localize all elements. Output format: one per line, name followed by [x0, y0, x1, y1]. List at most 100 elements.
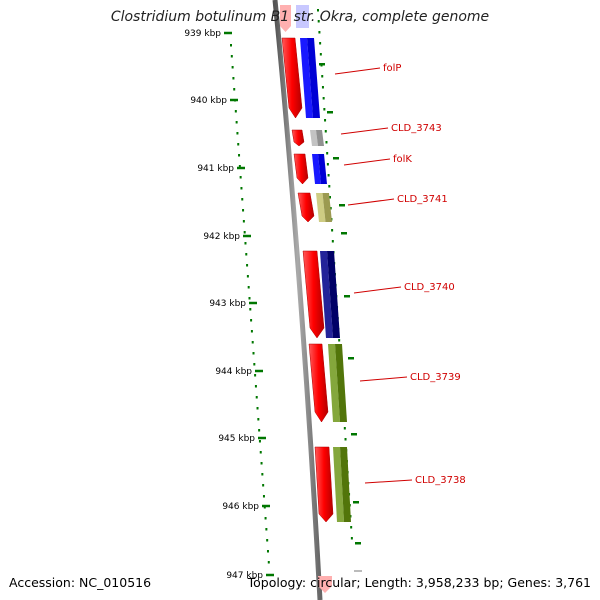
cog-bar[interactable] [310, 130, 318, 146]
track-dot [265, 528, 268, 531]
topology-text: Topology: circular; Length: 3,958,233 bp… [247, 575, 591, 590]
track-dot [233, 88, 236, 91]
kbp-tick-label: 942 kbp [203, 232, 240, 242]
cds-arrow[interactable] [314, 446, 334, 523]
cds-arrow[interactable] [297, 192, 315, 223]
track-dot [234, 110, 237, 113]
track-dot [327, 174, 330, 177]
partial-cds-top [280, 5, 291, 32]
kbp-tick-label: 947 kbp [226, 571, 263, 581]
track-dot [246, 264, 249, 267]
track-dash [353, 501, 359, 504]
gene-label[interactable]: folK [393, 154, 412, 165]
track-dot [331, 229, 334, 232]
track-dot [249, 308, 252, 311]
track-dot [240, 187, 243, 190]
track-dot [318, 31, 321, 34]
genome-title: Clostridium botulinum B1 str. Okra, comp… [110, 9, 490, 25]
track-dot [250, 330, 253, 333]
track-dot [254, 385, 257, 388]
track-dash [327, 111, 333, 114]
gene-label-leader [334, 67, 381, 75]
track-dot [260, 462, 263, 465]
track-dot [328, 196, 331, 199]
track-dash [333, 157, 339, 160]
track-dot [241, 198, 244, 201]
track-dot [319, 53, 322, 56]
cds-arrow[interactable] [281, 37, 303, 119]
track-dot [237, 143, 240, 146]
track-dot [257, 418, 260, 421]
track-dot [324, 130, 327, 133]
track-dot [244, 242, 247, 245]
track-dot [242, 220, 245, 223]
track-dot [238, 154, 241, 157]
track-dot [350, 526, 353, 529]
cog-bar[interactable] [320, 251, 333, 338]
track-dot [242, 209, 245, 212]
track-dot [317, 20, 320, 23]
track-dot [266, 539, 269, 542]
track-dot [350, 537, 353, 540]
kbp-tick-label: 943 kbp [209, 299, 246, 309]
track-dot [239, 176, 242, 179]
track-dot [266, 550, 269, 553]
gene-folp[interactable]: folP [281, 37, 401, 119]
cds-arrow[interactable] [293, 153, 309, 185]
track-dot [328, 185, 331, 188]
gene-cld_3741[interactable]: CLD_3741 [297, 192, 448, 223]
track-dot [259, 451, 262, 454]
track-dot [253, 363, 256, 366]
kbp-tick-label: 945 kbp [218, 434, 255, 444]
gene-label[interactable]: CLD_3740 [404, 282, 455, 293]
gene-label[interactable]: CLD_3741 [397, 194, 448, 205]
cog-bar[interactable] [328, 344, 340, 422]
cog-bar-shade [327, 251, 340, 338]
gene-label[interactable]: CLD_3738 [415, 475, 466, 486]
track-dot [329, 207, 332, 210]
track-dot [235, 121, 238, 124]
kbp-tick-label: 941 kbp [197, 164, 234, 174]
cds-arrow[interactable] [308, 343, 329, 423]
track-dot [319, 42, 322, 45]
track-dot [232, 77, 235, 80]
track-dash [319, 63, 325, 66]
track-dot [267, 561, 270, 564]
gene-label[interactable]: CLD_3739 [410, 372, 461, 383]
gene-label-leader [347, 198, 395, 206]
kbp-tick-label: 946 kbp [222, 502, 259, 512]
track-dot [248, 297, 251, 300]
cds-arrow[interactable] [291, 129, 305, 147]
track-dot [246, 275, 249, 278]
gene-cld_3740[interactable]: CLD_3740 [302, 250, 455, 339]
gene-cld_3738[interactable]: CLD_3738 [314, 446, 466, 523]
gene-label[interactable]: folP [383, 63, 401, 74]
track-dot [247, 286, 250, 289]
track-dot [321, 75, 324, 78]
kbp-tick-label: 944 kbp [215, 367, 252, 377]
gene-cld_3743[interactable]: CLD_3743 [291, 123, 442, 147]
kbp-tick-label: 940 kbp [190, 96, 227, 106]
gene-label-leader [353, 286, 402, 294]
track-dash [355, 542, 361, 545]
gene-cld_3739[interactable]: CLD_3739 [308, 343, 461, 423]
gene-label-leader [340, 127, 389, 135]
kbp-ruler: 939 kbp 940 kbp 941 kbp 942 kbp 943 kbp 944 k… [184, 29, 274, 581]
cds-arrow[interactable] [302, 250, 325, 339]
genome-backbone [272, 0, 323, 600]
track-dot [252, 352, 255, 355]
track-dot [326, 152, 329, 155]
track-dot [264, 517, 267, 520]
track-dot [317, 9, 319, 12]
cog-bar[interactable] [316, 193, 326, 222]
gene-folk[interactable]: folK [293, 153, 412, 185]
track-dot [321, 86, 324, 89]
partial-cog-top [296, 5, 309, 28]
cog-bar[interactable] [300, 38, 313, 118]
cog-bar[interactable] [333, 447, 344, 522]
track-dot [251, 341, 254, 344]
track-dash [339, 204, 345, 207]
gene-label[interactable]: CLD_3743 [391, 123, 442, 134]
cog-bar-shade [316, 130, 324, 146]
track-dot [331, 240, 334, 243]
